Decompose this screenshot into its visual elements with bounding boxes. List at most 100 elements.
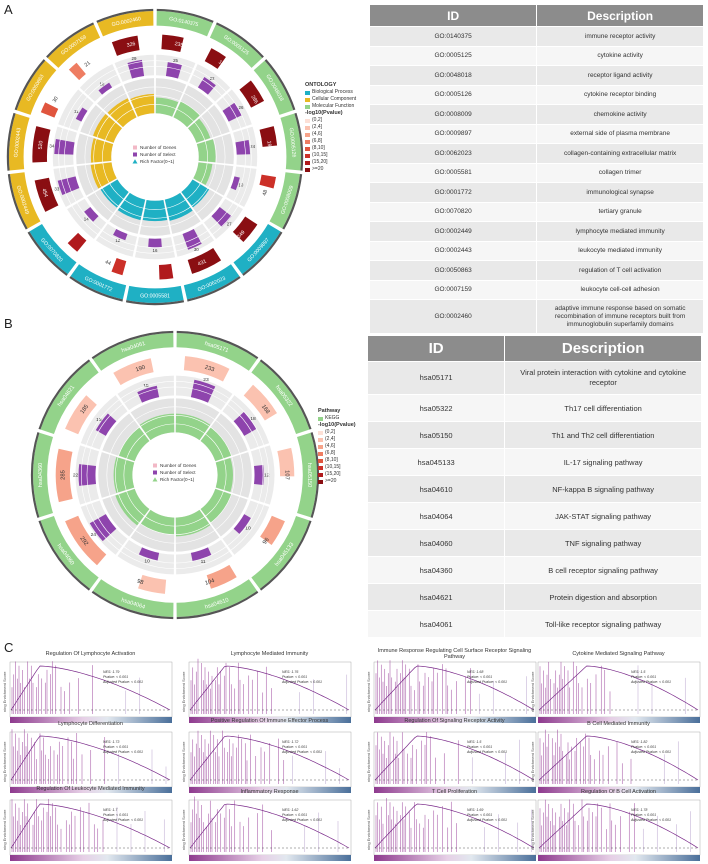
- gsea-y-axis-label: ning Enrichment Score: [530, 671, 535, 712]
- genes-value-label: 21: [84, 60, 92, 68]
- center-legend-label: Rich Factor(0~1): [160, 477, 195, 482]
- gsea-curve-area: [188, 796, 352, 861]
- gsea-rank-bar: [189, 855, 351, 861]
- select-bar: [190, 547, 212, 562]
- gsea-plot: Regulation Of B Cell Activation ning Enri…: [530, 788, 701, 864]
- select-bar: [127, 59, 145, 79]
- sector-id-band: [251, 515, 310, 589]
- select-value-label: 24: [91, 532, 97, 538]
- gsea-es-curve: [374, 803, 535, 849]
- genes-value-label: 326: [126, 41, 136, 49]
- gsea-rank-bar: [374, 787, 536, 793]
- col-description-header: Description: [536, 5, 704, 27]
- gsea-y-axis-label: ning Enrichment Score: [181, 671, 186, 712]
- panel-label-a: A: [4, 2, 13, 17]
- genes-bar: [113, 358, 154, 386]
- select-bar: [78, 464, 96, 486]
- table-row: hsa045133 IL-17 signaling pathway: [368, 448, 702, 476]
- cell-id: GO:0001772: [370, 182, 538, 202]
- gsea-title: Positive Regulation Of Immune Effector P…: [210, 718, 329, 724]
- genes-bar: [40, 102, 59, 118]
- table-row: GO:0062023 collagen-containing extracellu…: [370, 143, 704, 163]
- sector-tick-band: [7, 174, 28, 230]
- cell-description: adaptive immune response based on somati…: [536, 299, 704, 333]
- cell-id: hsa045133: [368, 448, 506, 476]
- sector-tick-band: [69, 276, 123, 302]
- table-row: GO:0070820 tertiary granule: [370, 201, 704, 222]
- sector-tick-band: [6, 112, 16, 171]
- gsea-plot: T Cell Proliferation ning Enrichment Scor…: [366, 788, 537, 864]
- gsea-frame: [537, 661, 701, 718]
- gsea-stats: NES: 1.82 Pvalue: < 0.001 Adjusted Pvalue:…: [631, 740, 672, 754]
- table-row: GO:0005125 cytokine activity: [370, 45, 704, 66]
- cell-description: cytokine activity: [536, 45, 704, 66]
- sector-tick-band: [310, 432, 320, 518]
- gsea-es-curve: [538, 735, 699, 781]
- table-row: GO:0005581 collagen trimer: [370, 162, 704, 183]
- sector-id-band: [40, 361, 99, 435]
- genes-value-label: 235: [174, 41, 184, 49]
- sector-tick-band: [46, 22, 95, 59]
- sector-tick-band: [264, 59, 296, 111]
- genes-value-label: 107: [283, 470, 289, 480]
- gsea-title: Regulation Of Leukocyte Mediated Immunit…: [36, 786, 145, 792]
- gsea-stats: NES: 1.7 Pvalue: < 0.001 Adjusted Pvalue: …: [103, 808, 144, 822]
- gsea-curve-area: [537, 661, 701, 723]
- sector-tick-band: [282, 174, 303, 230]
- rich-bar: [188, 118, 211, 143]
- cell-id: GO:0005126: [370, 84, 538, 105]
- genes-value-label: 98: [136, 579, 144, 587]
- gsea-stats: NES: 1.76 Pvalue: < 0.001 Adjusted Pvalue:…: [282, 670, 323, 684]
- sector-id-band: [176, 579, 258, 617]
- cell-id: GO:0007159: [370, 279, 538, 300]
- genes-value-label: 44: [104, 259, 112, 267]
- genes-bar: [259, 126, 278, 147]
- cell-description: external side of plasma membrane: [536, 123, 704, 144]
- cell-id: hsa04621: [368, 583, 506, 611]
- panel-label-b: B: [4, 316, 13, 331]
- sector-id-band: [92, 333, 174, 371]
- genes-bar: [239, 80, 265, 108]
- grid-ring: [80, 380, 270, 570]
- gsea-title: B Cell Mediated Immunity: [587, 721, 650, 727]
- cell-description: JAK-STAT signaling pathway: [504, 502, 702, 530]
- go-id-table: ID Description GO:0140375 immune receptor…: [370, 5, 704, 333]
- legend-pvalue-title: -log10(Pvalue): [305, 110, 343, 116]
- table-row: hsa04061 Toll-like receptor signaling pat…: [368, 610, 702, 637]
- gsea-es-curve: [10, 665, 171, 711]
- legend-pvalue-item: (4,6]: [318, 443, 356, 450]
- gsea-frame: [188, 661, 352, 718]
- select-bar: [254, 464, 264, 486]
- cell-id: hsa04360: [368, 556, 506, 584]
- rich-bar: [196, 139, 216, 163]
- sector-tick-band: [215, 22, 264, 59]
- table-row: hsa04621 Protein digestion and absorption: [368, 583, 702, 611]
- genes-value-label: 286: [249, 94, 259, 105]
- rich-bar: [90, 138, 114, 163]
- cell-id: GO:0002460: [370, 299, 538, 333]
- select-value-label: 18: [250, 416, 256, 422]
- table-row: hsa05171 Viral protein interaction with c…: [368, 361, 702, 395]
- gsea-plot: Positive Regulation Of Immune Effector P…: [181, 718, 352, 796]
- table-row: GO:0002460 adaptive immune response based…: [370, 299, 704, 333]
- legend-item: KEGG: [318, 415, 356, 422]
- legend-item: Cellular Component: [305, 96, 356, 103]
- cell-description: immunological synapse: [536, 182, 704, 202]
- genes-bar: [68, 62, 86, 81]
- rich-bar: [100, 179, 129, 208]
- gsea-y-axis-label: ning Enrichment Score: [2, 809, 7, 850]
- center-legend-label: Rich Factor(0~1): [140, 159, 175, 164]
- legend-pvalue-item: (2,4]: [318, 436, 356, 443]
- genes-bar: [183, 356, 230, 382]
- select-value-label: 11: [201, 559, 206, 565]
- cell-id: GO:0005125: [370, 45, 538, 66]
- select-track: [134, 237, 176, 260]
- cell-description: NF-kappa B signaling pathway: [504, 475, 702, 503]
- gsea-title: T Cell Proliferation: [431, 789, 478, 795]
- grid-ring: [64, 66, 246, 248]
- gsea-rank-bar: [10, 787, 172, 793]
- genes-value-label: 199: [265, 140, 272, 149]
- genes-value-label: 48: [262, 189, 270, 196]
- genes-value-label: 147: [217, 59, 228, 69]
